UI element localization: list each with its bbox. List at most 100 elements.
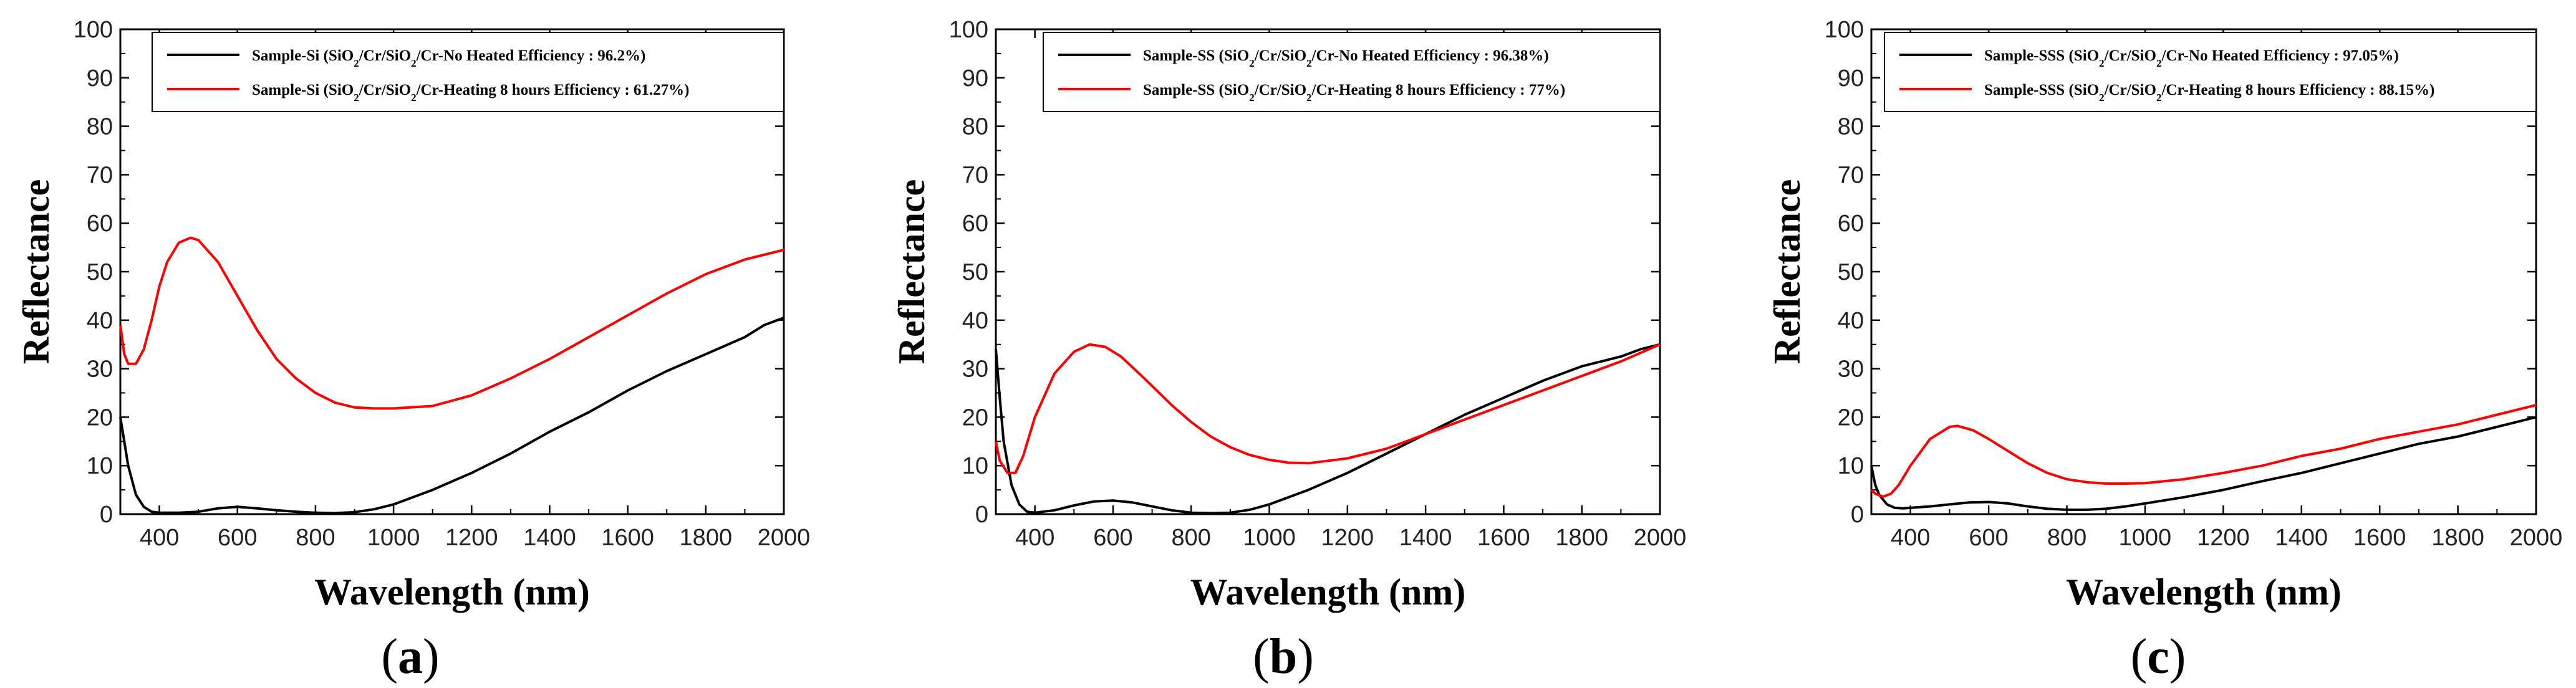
- y-tick-label: 60: [87, 211, 113, 237]
- series-line-no-heated: [119, 317, 784, 515]
- x-tick-label: 800: [1172, 525, 1211, 551]
- legend-subscript: 2: [411, 92, 417, 103]
- caption-paren-close: ): [423, 629, 440, 684]
- x-tick-label: 1000: [367, 525, 420, 551]
- y-tick-label: 100: [1825, 17, 1864, 43]
- x-axis-title: Wavelength (nm): [2066, 571, 2342, 613]
- x-tick-label: 800: [296, 525, 335, 551]
- legend-text-part: /Cr-Heating 8 hours Efficiency : 77%): [1311, 82, 1566, 98]
- x-tick-label: 1400: [1399, 525, 1452, 551]
- x-tick-label: 600: [218, 525, 257, 551]
- chart-panel-b: 0 10 20 30 40 50 60 70 80 90 100 400 600 800 1000 1200 1…: [891, 17, 1686, 684]
- legend-box: [1884, 32, 2537, 112]
- series-line-no-heated: [995, 343, 1661, 515]
- panel-caption: (c): [2131, 629, 2186, 684]
- chart-panel-a: 0 10 20 30 40 50 60 70 80 90 100 400 600 800 1000 1200 1…: [16, 17, 810, 684]
- y-tick-label: 40: [1838, 308, 1864, 334]
- series-line-no-heated: [1870, 416, 2537, 511]
- legend-subscript: 2: [1306, 92, 1312, 103]
- legend-text-part: Sample-Si (SiO: [252, 82, 354, 98]
- x-tick-label: 1600: [601, 525, 654, 551]
- y-tick-label: 0: [1851, 502, 1864, 528]
- y-tick-label: 0: [100, 502, 113, 528]
- y-tick-label: 40: [87, 308, 113, 334]
- caption-paren-close: ): [1297, 629, 1314, 684]
- y-tick-label: 80: [1838, 114, 1864, 140]
- legend-label: Sample-SS (SiO2/Cr/SiO2/Cr-Heating 8 hou…: [1143, 82, 1565, 103]
- legend-label: Sample-Si (SiO2/Cr/SiO2/Cr-No Heated Eff…: [252, 47, 645, 69]
- legend-subscript: 2: [2099, 92, 2105, 103]
- panel-caption: (a): [381, 629, 439, 684]
- legend-text-part: Sample-SSS (SiO: [1984, 82, 2099, 98]
- legend-label: Sample-SSS (SiO2/Cr/SiO2/Cr-No Heated Ef…: [1984, 47, 2399, 69]
- x-tick-label: 1000: [2119, 525, 2172, 551]
- x-tick-label: 1200: [2197, 525, 2250, 551]
- y-tick-label: 20: [962, 404, 988, 431]
- legend-label: Sample-Si (SiO2/Cr/SiO2/Cr-Heating 8 hou…: [252, 82, 689, 103]
- x-tick-label: 400: [1015, 525, 1054, 551]
- legend-text-part: Sample-SS (SiO: [1143, 82, 1249, 98]
- series-line-heating-8h: [1870, 404, 2537, 498]
- legend-text-part: Sample-Si (SiO: [252, 47, 354, 64]
- caption-paren-close: ): [2169, 629, 2186, 684]
- legend-subscript: 2: [1249, 57, 1255, 69]
- legend-text-part: /Cr/SiO: [1254, 47, 1306, 64]
- y-tick-label: 10: [962, 453, 988, 479]
- y-tick-label: 10: [87, 453, 113, 479]
- y-tick-label: 90: [87, 65, 113, 92]
- x-tick-label: 1200: [445, 525, 498, 551]
- x-tick-label: 400: [1891, 525, 1930, 551]
- caption-letter: c: [2147, 629, 2169, 684]
- y-tick-label: 20: [87, 404, 113, 431]
- y-axis-title: Reflectance: [1767, 179, 1808, 364]
- x-tick-label: 1200: [1321, 525, 1374, 551]
- y-tick-label: 50: [87, 259, 113, 285]
- legend-subscript: 2: [2099, 57, 2105, 69]
- y-axis-title: Reflectance: [16, 179, 57, 364]
- legend: Sample-SSS (SiO2/Cr/SiO2/Cr-No Heated Ef…: [1884, 32, 2537, 112]
- y-tick-label: 60: [962, 211, 988, 237]
- series-line-heating-8h: [119, 236, 784, 410]
- y-tick-label: 50: [1838, 259, 1864, 285]
- caption-paren-open: (: [381, 629, 398, 684]
- y-tick-label: 20: [1838, 404, 1864, 431]
- x-tick-label: 1600: [2353, 525, 2406, 551]
- caption-paren-open: (: [1253, 629, 1270, 684]
- y-tick-label: 30: [87, 356, 113, 383]
- x-tick-label: 2000: [758, 525, 811, 551]
- legend: Sample-SS (SiO2/Cr/SiO2/Cr-No Heated Eff…: [1043, 32, 1661, 112]
- legend-text-part: /Cr/SiO: [359, 47, 411, 64]
- panel-caption: (b): [1253, 629, 1314, 684]
- legend: Sample-Si (SiO2/Cr/SiO2/Cr-No Heated Eff…: [152, 32, 784, 112]
- caption-paren-open: (: [2131, 629, 2148, 684]
- x-tick-label: 1800: [2431, 525, 2484, 551]
- legend-label: Sample-SSS (SiO2/Cr/SiO2/Cr-Heating 8 ho…: [1984, 82, 2434, 103]
- legend-text-part: Sample-SS (SiO: [1143, 47, 1249, 64]
- legend-text-part: /Cr-No Heated Efficiency : 97.05%): [2161, 47, 2398, 64]
- legend-subscript: 2: [354, 57, 359, 69]
- x-tick-label: 600: [1969, 525, 2008, 551]
- legend-subscript: 2: [2156, 57, 2162, 69]
- y-tick-label: 70: [87, 162, 113, 188]
- legend-text-part: /Cr-No Heated Efficiency : 96.38%): [1311, 47, 1549, 64]
- chart-panel-c: 0 10 20 30 40 50 60 70 80 90 100 400 600 800 1000 1200 1…: [1767, 17, 2562, 684]
- legend-text-part: /Cr/SiO: [2104, 47, 2156, 64]
- y-tick-label: 100: [949, 17, 988, 43]
- legend-box: [1043, 32, 1661, 112]
- legend-subscript: 2: [1249, 92, 1255, 103]
- y-tick-label: 60: [1838, 211, 1864, 237]
- y-tick-label: 10: [1838, 453, 1864, 479]
- y-tick-label: 70: [962, 162, 988, 188]
- x-tick-label: 2000: [2510, 525, 2563, 551]
- caption-letter: a: [398, 629, 423, 684]
- legend-text-part: Sample-SSS (SiO: [1984, 47, 2099, 64]
- x-tick-label: 1400: [2275, 525, 2328, 551]
- legend-subscript: 2: [1306, 57, 1312, 69]
- legend-text-part: /Cr-Heating 8 hours Efficiency : 88.15%): [2161, 82, 2434, 98]
- legend-text-part: /Cr-Heating 8 hours Efficiency : 61.27%): [416, 82, 690, 98]
- x-axis-title: Wavelength (nm): [314, 571, 590, 613]
- x-tick-label: 2000: [1634, 525, 1687, 551]
- y-tick-label: 30: [962, 356, 988, 383]
- y-tick-label: 50: [962, 259, 988, 285]
- y-tick-label: 90: [1838, 65, 1864, 92]
